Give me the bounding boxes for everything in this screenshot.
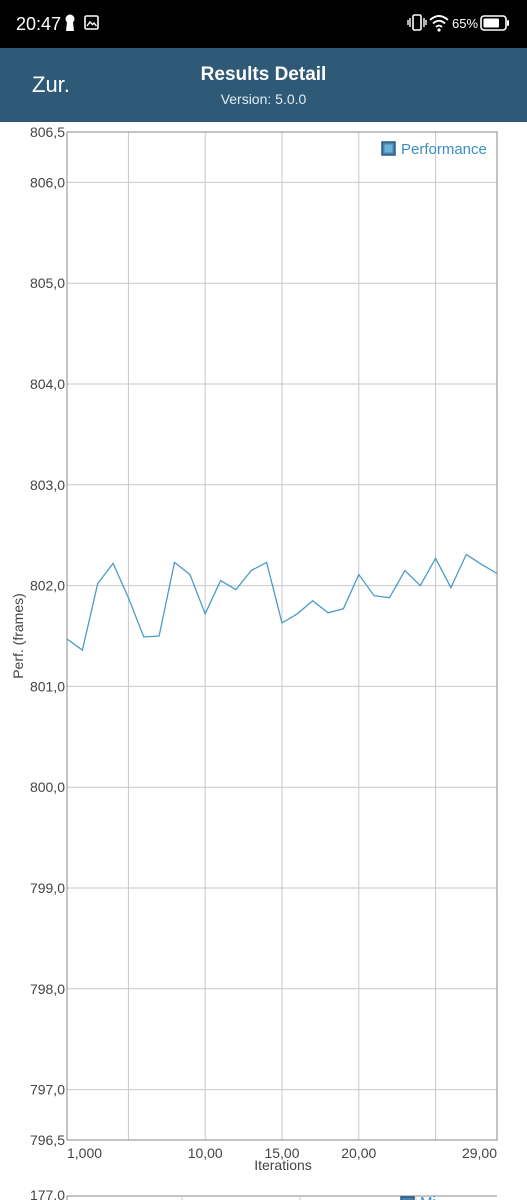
legend-label-performance: Performance [401, 141, 487, 158]
keyhole-icon [64, 14, 76, 37]
y-tick-label: 806,0 [30, 174, 65, 190]
app-bar: Zur. Results Detail Version: 5.0.0 [0, 48, 527, 122]
x-tick-label: 1,000 [67, 1145, 102, 1161]
wifi-icon [429, 14, 449, 37]
y-tick-label: 800,0 [30, 779, 65, 795]
results-chart-area: 806,5 806,0 805,0 804,0 803,0 802,0 801,0 800,0… [0, 122, 527, 1200]
plot-frame [66, 131, 498, 1141]
y-tick-label: 806,5 [30, 124, 65, 140]
y-tick-label: 799,0 [30, 880, 65, 896]
status-time: 20:47 [16, 14, 62, 34]
y-tick-label: 805,0 [30, 275, 65, 291]
x-tick-label: 15,00 [264, 1145, 299, 1161]
battery-icon [480, 15, 510, 36]
x-tick-label: 29,00 [462, 1145, 497, 1161]
series-line-performance [66, 553, 498, 652]
x-axis-title: Iterations [254, 1157, 312, 1173]
y-tick-label: 804,0 [30, 376, 65, 392]
second-chart-y-tick-label: 177,0 [30, 1187, 65, 1200]
status-bar: 20:47 65% [0, 0, 527, 48]
y-tick-label: 802,0 [30, 578, 65, 594]
battery-percentage: 65% [452, 16, 479, 31]
y-tick-label: 798,0 [30, 981, 65, 997]
y-tick-label: 797,0 [30, 1082, 65, 1098]
x-tick-label: 10,00 [188, 1145, 223, 1161]
y-axis-title: Perf. (frames) [10, 593, 26, 679]
legend-swatch-inner [384, 144, 393, 153]
back-button[interactable]: Zur. [32, 72, 70, 97]
page-title: Results Detail [200, 64, 327, 85]
version-label: Version: 5.0.0 [220, 91, 307, 107]
second-chart-legend-label: Mi... [420, 1194, 448, 1200]
vibrate-icon [407, 14, 427, 37]
performance-chart: 806,5 806,0 805,0 804,0 803,0 802,0 801,0 800,0… [10, 124, 498, 1200]
gallery-icon [84, 14, 100, 37]
second-chart-legend-swatch [400, 1196, 415, 1200]
x-tick-label: 20,00 [341, 1145, 376, 1161]
y-tick-label: 803,0 [30, 477, 65, 493]
y-tick-label: 801,0 [30, 678, 65, 694]
y-tick-label: 796,5 [30, 1132, 65, 1148]
